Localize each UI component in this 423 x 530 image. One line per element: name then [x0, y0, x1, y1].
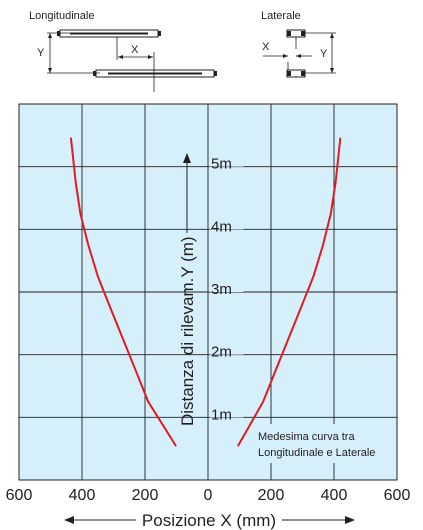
- y-tick-labels: 1m 2m 3m 4m 5m: [209, 150, 244, 423]
- longitudinal-title: Longitudinale: [29, 10, 94, 22]
- longitudinal-sensor-top-cap-left: [57, 31, 60, 36]
- lateral-sensor-bottom-cap-right: [301, 71, 305, 76]
- lateral-y-label: Y: [320, 48, 328, 60]
- x-axis-arrow-head-right: [345, 516, 355, 524]
- lateral-x-arrow-right: [296, 54, 301, 58]
- y-axis-arrow-head: [183, 153, 191, 163]
- x-axis-label-group: Posizione X (mm): [64, 511, 355, 530]
- y-tick-label-0: 1m: [211, 406, 232, 423]
- annotation-line-1: Medesima curva tra: [258, 431, 355, 443]
- x-axis-arrow-head-left: [64, 516, 74, 524]
- lateral-diagram: Laterale X Y: [261, 10, 336, 78]
- lateral-sensor-top-cap-left: [287, 31, 291, 36]
- lateral-title: Laterale: [261, 10, 301, 22]
- x-tick-label-6: 600: [384, 487, 411, 504]
- chart-curves: [70, 137, 342, 447]
- x-tick-label-3: 0: [204, 487, 213, 504]
- sensing-range-chart: 1m 2m 3m 4m 5m Medesima curva tra Longitudin…: [6, 103, 411, 530]
- x-tick-label-0: 600: [6, 487, 33, 504]
- y-tick-label-4: 5m: [211, 156, 232, 173]
- x-tick-label-5: 400: [321, 487, 348, 504]
- lateral-x-label: X: [262, 41, 270, 53]
- y-tick-label-1: 2m: [211, 344, 232, 361]
- longitudinal-sensor-top-slot: [70, 32, 148, 35]
- annotation-box: [254, 424, 394, 463]
- y-tick-label-3: 4m: [211, 218, 232, 235]
- longitudinal-sensor-bottom-slot: [108, 72, 202, 75]
- longitudinal-y-label: Y: [37, 47, 45, 59]
- annotation-line-2: Longitudinale e Laterale: [258, 447, 375, 459]
- y-tick-label-2: 3m: [211, 281, 232, 298]
- y-tick-bg-0: [209, 401, 244, 418]
- x-tick-labels: 600 400 200 0 200 400 600: [6, 487, 411, 504]
- lateral-y-arrow-top: [330, 33, 334, 38]
- y-axis-label: Distanza di rilevam.Y (m): [178, 236, 197, 426]
- y-tick-bg-2: [209, 276, 244, 292]
- series-line-0: [70, 137, 177, 447]
- longitudinal-x-arrow-left: [118, 55, 123, 59]
- longitudinal-sensor-bottom-cap-right: [214, 71, 217, 76]
- lateral-sensor-top-cap-right: [301, 31, 305, 36]
- longitudinal-x-label: X: [131, 44, 139, 56]
- chart-grid: [19, 104, 397, 480]
- x-tick-label-1: 400: [69, 487, 96, 504]
- y-axis-label-group: Distanza di rilevam.Y (m): [178, 153, 197, 426]
- x-axis-label: Posizione X (mm): [142, 511, 276, 530]
- y-tick-bg-1: [209, 338, 244, 355]
- longitudinal-sensor-bottom-cap-left: [93, 71, 96, 76]
- longitudinal-y-arrow-top: [48, 33, 52, 38]
- longitudinal-x-arrow-right: [148, 55, 153, 59]
- longitudinal-diagram: Longitudinale X Y: [29, 10, 217, 92]
- series-line-1: [237, 137, 342, 447]
- y-tick-bg-4: [209, 150, 244, 167]
- lateral-sensor-bottom-cap-left: [287, 71, 291, 76]
- lateral-x-arrow: [283, 54, 288, 58]
- x-tick-label-4: 200: [258, 487, 285, 504]
- longitudinal-y-arrow-bottom: [48, 68, 52, 73]
- longitudinal-sensor-top-cap-right: [158, 31, 161, 36]
- lateral-y-arrow-bottom: [330, 68, 334, 73]
- y-tick-bg-3: [209, 213, 244, 230]
- x-tick-label-2: 200: [132, 487, 159, 504]
